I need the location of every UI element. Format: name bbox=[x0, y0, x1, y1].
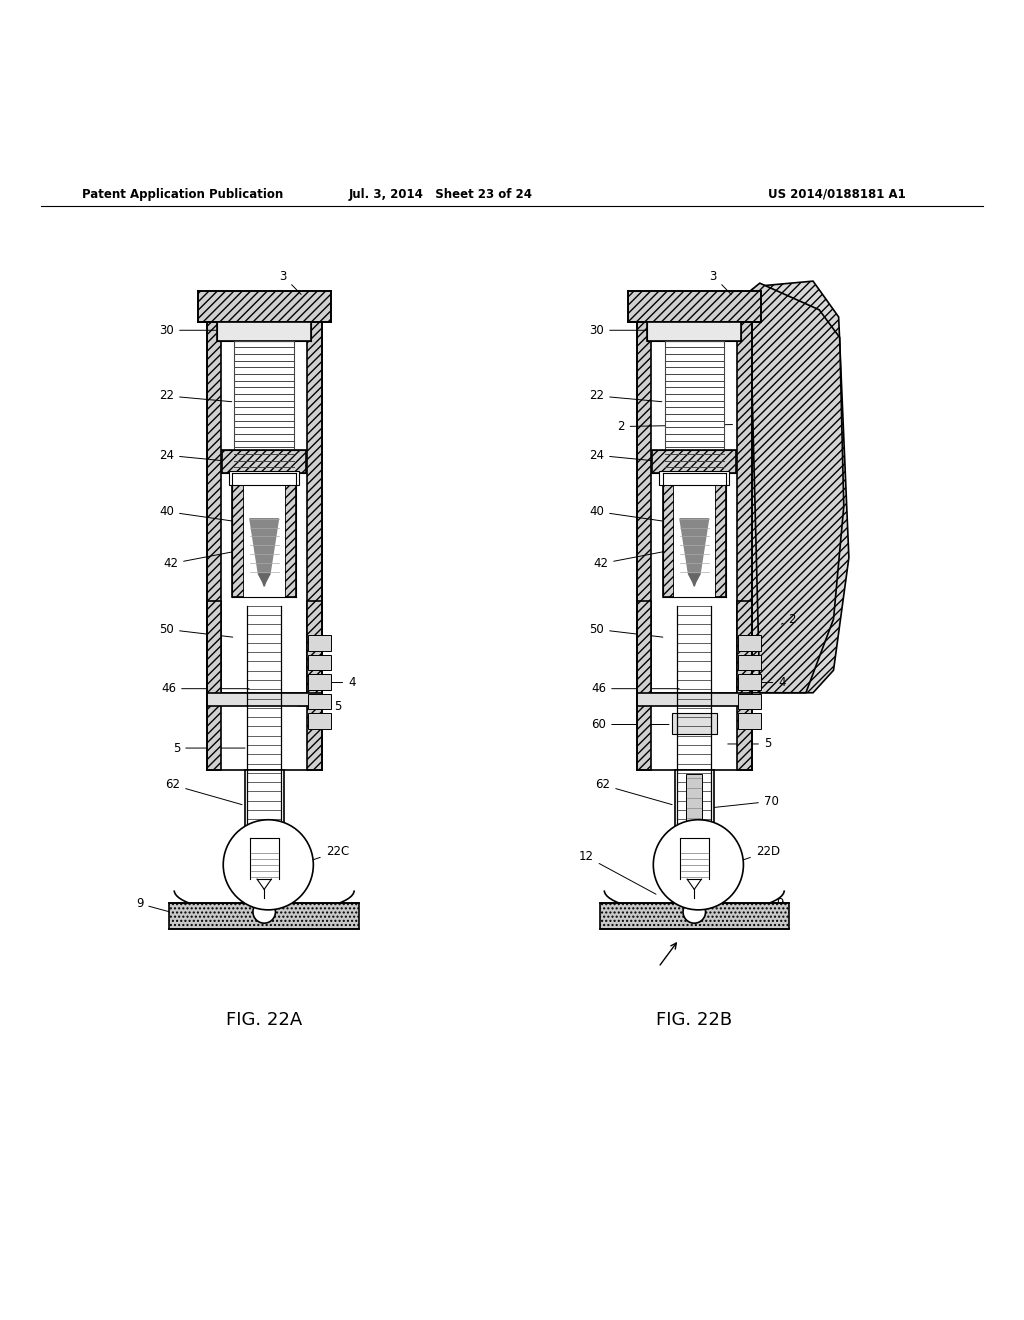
Bar bbox=[244, 473, 285, 597]
Bar bbox=[308, 655, 331, 671]
Bar bbox=[674, 473, 715, 597]
Text: 12: 12 bbox=[579, 850, 656, 894]
Bar bbox=[738, 675, 761, 689]
Polygon shape bbox=[680, 519, 709, 574]
Bar bbox=[285, 473, 296, 597]
Bar bbox=[738, 713, 761, 729]
Bar bbox=[308, 675, 331, 689]
Bar bbox=[217, 322, 311, 341]
Bar bbox=[737, 322, 752, 693]
Bar bbox=[663, 473, 674, 597]
Text: 5: 5 bbox=[298, 700, 341, 713]
Text: 60: 60 bbox=[591, 718, 669, 731]
Bar bbox=[207, 693, 322, 706]
Bar bbox=[308, 635, 331, 651]
Polygon shape bbox=[752, 281, 849, 693]
Circle shape bbox=[223, 820, 313, 909]
Bar bbox=[637, 322, 651, 693]
Bar bbox=[198, 292, 331, 322]
Text: 30: 30 bbox=[590, 323, 652, 337]
Bar bbox=[307, 322, 322, 693]
Bar bbox=[637, 693, 752, 706]
Bar bbox=[222, 450, 306, 473]
Polygon shape bbox=[258, 574, 270, 586]
Bar bbox=[715, 473, 726, 597]
Circle shape bbox=[653, 820, 743, 909]
Bar bbox=[207, 322, 221, 693]
Text: 3: 3 bbox=[710, 269, 731, 294]
Bar bbox=[170, 903, 359, 929]
Text: FIG. 22A: FIG. 22A bbox=[226, 1011, 302, 1030]
Text: Jul. 3, 2014   Sheet 23 of 24: Jul. 3, 2014 Sheet 23 of 24 bbox=[348, 187, 532, 201]
Bar bbox=[738, 694, 761, 709]
Text: 24: 24 bbox=[159, 449, 226, 462]
Bar bbox=[675, 770, 714, 867]
Text: 22C: 22C bbox=[290, 845, 349, 869]
Text: 22: 22 bbox=[589, 389, 662, 403]
Text: 30: 30 bbox=[160, 323, 222, 337]
Bar bbox=[738, 635, 761, 651]
Bar bbox=[207, 601, 221, 770]
Text: 62: 62 bbox=[595, 779, 672, 805]
Text: US 2014/0188181 A1: US 2014/0188181 A1 bbox=[768, 187, 906, 201]
Text: 62: 62 bbox=[165, 779, 242, 805]
Text: 5: 5 bbox=[728, 738, 771, 751]
Bar bbox=[659, 470, 729, 484]
Text: 42: 42 bbox=[163, 548, 253, 570]
Text: 22D: 22D bbox=[720, 845, 780, 869]
Circle shape bbox=[683, 900, 706, 923]
Bar bbox=[232, 473, 244, 597]
Text: 2: 2 bbox=[617, 420, 732, 433]
Bar bbox=[672, 713, 717, 734]
Circle shape bbox=[253, 900, 275, 923]
Bar bbox=[307, 601, 322, 770]
Text: 42: 42 bbox=[593, 548, 683, 570]
Bar bbox=[234, 341, 294, 467]
Text: 2: 2 bbox=[781, 612, 796, 626]
Bar bbox=[665, 341, 724, 467]
Bar bbox=[637, 601, 651, 770]
Text: 4: 4 bbox=[749, 676, 785, 689]
Text: 70: 70 bbox=[708, 795, 779, 808]
Text: 40: 40 bbox=[159, 506, 234, 521]
Bar bbox=[652, 450, 736, 473]
Bar bbox=[738, 655, 761, 671]
Text: 40: 40 bbox=[589, 506, 665, 521]
Polygon shape bbox=[688, 574, 700, 586]
Bar bbox=[647, 322, 741, 341]
Bar bbox=[737, 601, 752, 770]
Text: 46: 46 bbox=[161, 682, 249, 696]
Bar bbox=[600, 903, 788, 929]
Text: 24: 24 bbox=[589, 449, 656, 462]
Text: 22: 22 bbox=[159, 389, 231, 403]
Text: 50: 50 bbox=[160, 623, 232, 638]
Bar bbox=[628, 292, 761, 322]
Text: 9: 9 bbox=[768, 898, 783, 916]
Bar bbox=[308, 694, 331, 709]
Text: 50: 50 bbox=[590, 623, 663, 638]
Polygon shape bbox=[250, 519, 279, 574]
Text: 9: 9 bbox=[136, 898, 189, 917]
Bar bbox=[229, 470, 299, 484]
Bar bbox=[245, 770, 284, 867]
Polygon shape bbox=[750, 284, 844, 693]
Text: 5: 5 bbox=[173, 742, 245, 755]
Text: FIG. 22B: FIG. 22B bbox=[656, 1011, 732, 1030]
Text: Patent Application Publication: Patent Application Publication bbox=[82, 187, 284, 201]
Text: 4: 4 bbox=[318, 676, 355, 689]
Bar bbox=[308, 713, 331, 729]
Bar bbox=[686, 774, 702, 863]
Text: 3: 3 bbox=[280, 269, 301, 294]
Text: 46: 46 bbox=[591, 682, 679, 696]
